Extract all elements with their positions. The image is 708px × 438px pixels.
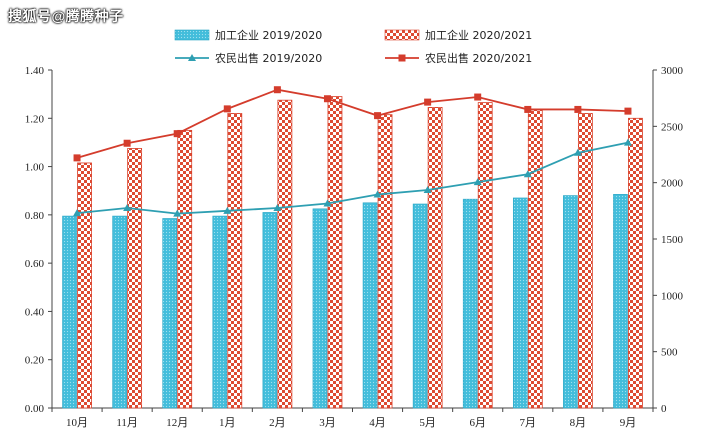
bar-processor-2019-2020 bbox=[112, 215, 127, 409]
bars bbox=[62, 96, 643, 409]
bar-processor-2020-2021 bbox=[477, 102, 493, 409]
farmer-2019-2020-point bbox=[123, 204, 132, 212]
farmer-2019-2020-point bbox=[623, 138, 632, 146]
farmer-2020-2021-point bbox=[123, 139, 131, 147]
x-tick-label: 3月 bbox=[319, 417, 336, 429]
farmer-2020-2021-point bbox=[424, 98, 432, 106]
bar-processor-2019-2020 bbox=[162, 218, 178, 409]
bar-processor-2020-2021 bbox=[127, 148, 143, 409]
left-tick-label: 1.00 bbox=[25, 162, 45, 174]
farmer-2019-2020-line bbox=[76, 141, 629, 215]
legend-swatch bbox=[384, 29, 420, 41]
x-tick-label: 11月 bbox=[116, 417, 138, 429]
x-tick-label: 7月 bbox=[520, 417, 537, 429]
right-tick-label: 0 bbox=[661, 403, 667, 415]
farmer-2019-2020-point bbox=[223, 206, 232, 214]
farmer-2020-2021-point bbox=[173, 130, 181, 138]
right-tick-label: 3000 bbox=[661, 65, 684, 77]
left-tick-label: 1.20 bbox=[25, 113, 45, 125]
left-tick-label: 0.40 bbox=[25, 306, 45, 318]
bar-processor-2020-2021 bbox=[177, 129, 193, 409]
right-tick-label: 2000 bbox=[661, 178, 684, 190]
legend-label: 农民出售 2019/2020 bbox=[215, 51, 322, 65]
legend-marker bbox=[398, 54, 406, 62]
x-tick-label: 6月 bbox=[469, 417, 486, 429]
bar-processor-2020-2021 bbox=[77, 162, 92, 409]
farmer-2020-2021-point bbox=[624, 107, 632, 115]
lines bbox=[73, 86, 632, 217]
legend-marker bbox=[188, 54, 196, 61]
x-tick-label: 9月 bbox=[620, 417, 637, 429]
farmer-2020-2021-line bbox=[76, 88, 628, 159]
bar-processor-2019-2020 bbox=[563, 195, 578, 409]
right-tick-label: 500 bbox=[661, 347, 678, 359]
x-tick-label: 2月 bbox=[269, 417, 286, 429]
left-tick-label: 0.20 bbox=[25, 355, 45, 367]
bar-processor-2020-2021 bbox=[277, 99, 293, 409]
watermark: 搜狐号@腾腾种子 bbox=[8, 8, 124, 24]
farmer-2019-2020-point bbox=[573, 148, 582, 156]
bar-processor-2019-2020 bbox=[362, 202, 378, 409]
legend-label: 加工企业 2020/2021 bbox=[425, 28, 532, 42]
farmer-2019-2020-point bbox=[423, 185, 432, 193]
farmer-2020-2021-point bbox=[323, 95, 331, 103]
bar-processor-2020-2021 bbox=[527, 109, 543, 409]
left-tick-label: 1.40 bbox=[25, 65, 45, 77]
left-tick-label: 0.80 bbox=[25, 210, 45, 222]
bar-processor-2020-2021 bbox=[227, 113, 243, 409]
farmer-2020-2021-point bbox=[524, 105, 532, 113]
bar-processor-2019-2020 bbox=[412, 203, 428, 409]
legend-label: 农民出售 2020/2021 bbox=[425, 51, 532, 65]
right-tick-label: 1500 bbox=[661, 234, 684, 246]
bar-processor-2019-2020 bbox=[212, 215, 228, 409]
bar-processor-2019-2020 bbox=[613, 194, 628, 409]
bar-processor-2020-2021 bbox=[327, 96, 343, 409]
farmer-2019-2020-point bbox=[473, 178, 482, 186]
farmer-2020-2021-point bbox=[374, 112, 382, 120]
bar-processor-2019-2020 bbox=[62, 215, 77, 409]
bar-processor-2020-2021 bbox=[628, 117, 643, 409]
bar-processor-2019-2020 bbox=[512, 197, 528, 409]
farmer-2020-2021-point bbox=[273, 86, 281, 94]
bar-processor-2020-2021 bbox=[427, 107, 443, 409]
x-tick-label: 8月 bbox=[570, 417, 587, 429]
axes: 0.00 0.20 0.40 0.60 0.80 1.00 1.20 1.40 0 500 1000… bbox=[25, 65, 684, 429]
x-tick-label: 1月 bbox=[219, 417, 236, 429]
x-tick-label: 5月 bbox=[419, 417, 436, 429]
bar-processor-2019-2020 bbox=[312, 208, 328, 409]
bar-processor-2019-2020 bbox=[262, 212, 278, 409]
legend-swatch bbox=[174, 29, 210, 41]
farmer-2019-2020-point bbox=[73, 209, 82, 217]
x-tick-label: 10月 bbox=[66, 417, 88, 429]
farmer-2020-2021-point bbox=[574, 105, 582, 113]
farmer-2019-2020-point bbox=[173, 209, 182, 217]
farmer-2020-2021-point bbox=[73, 154, 81, 162]
right-tick-label: 2500 bbox=[661, 121, 684, 133]
bar-processor-2019-2020 bbox=[462, 198, 478, 409]
x-tick-label: 12月 bbox=[166, 417, 188, 429]
farmer-2020-2021-point bbox=[223, 105, 231, 113]
legend: 加工企业 2019/2020 加工企业 2020/2021 农民出售 2019/20… bbox=[174, 28, 532, 65]
left-tick-label: 0.00 bbox=[25, 403, 45, 415]
bar-processor-2020-2021 bbox=[377, 114, 393, 409]
farmer-2019-2020-point bbox=[373, 190, 382, 198]
left-tick-label: 0.60 bbox=[25, 258, 45, 270]
farmer-2020-2021-point bbox=[474, 93, 482, 101]
farmer-2019-2020-point bbox=[523, 170, 532, 178]
bar-processor-2020-2021 bbox=[577, 113, 593, 409]
x-tick-label: 4月 bbox=[369, 417, 386, 429]
farmer-2019-2020-point bbox=[323, 199, 332, 207]
farmer-2019-2020-point bbox=[273, 204, 282, 212]
right-tick-label: 1000 bbox=[661, 290, 684, 302]
legend-label: 加工企业 2019/2020 bbox=[215, 28, 322, 42]
